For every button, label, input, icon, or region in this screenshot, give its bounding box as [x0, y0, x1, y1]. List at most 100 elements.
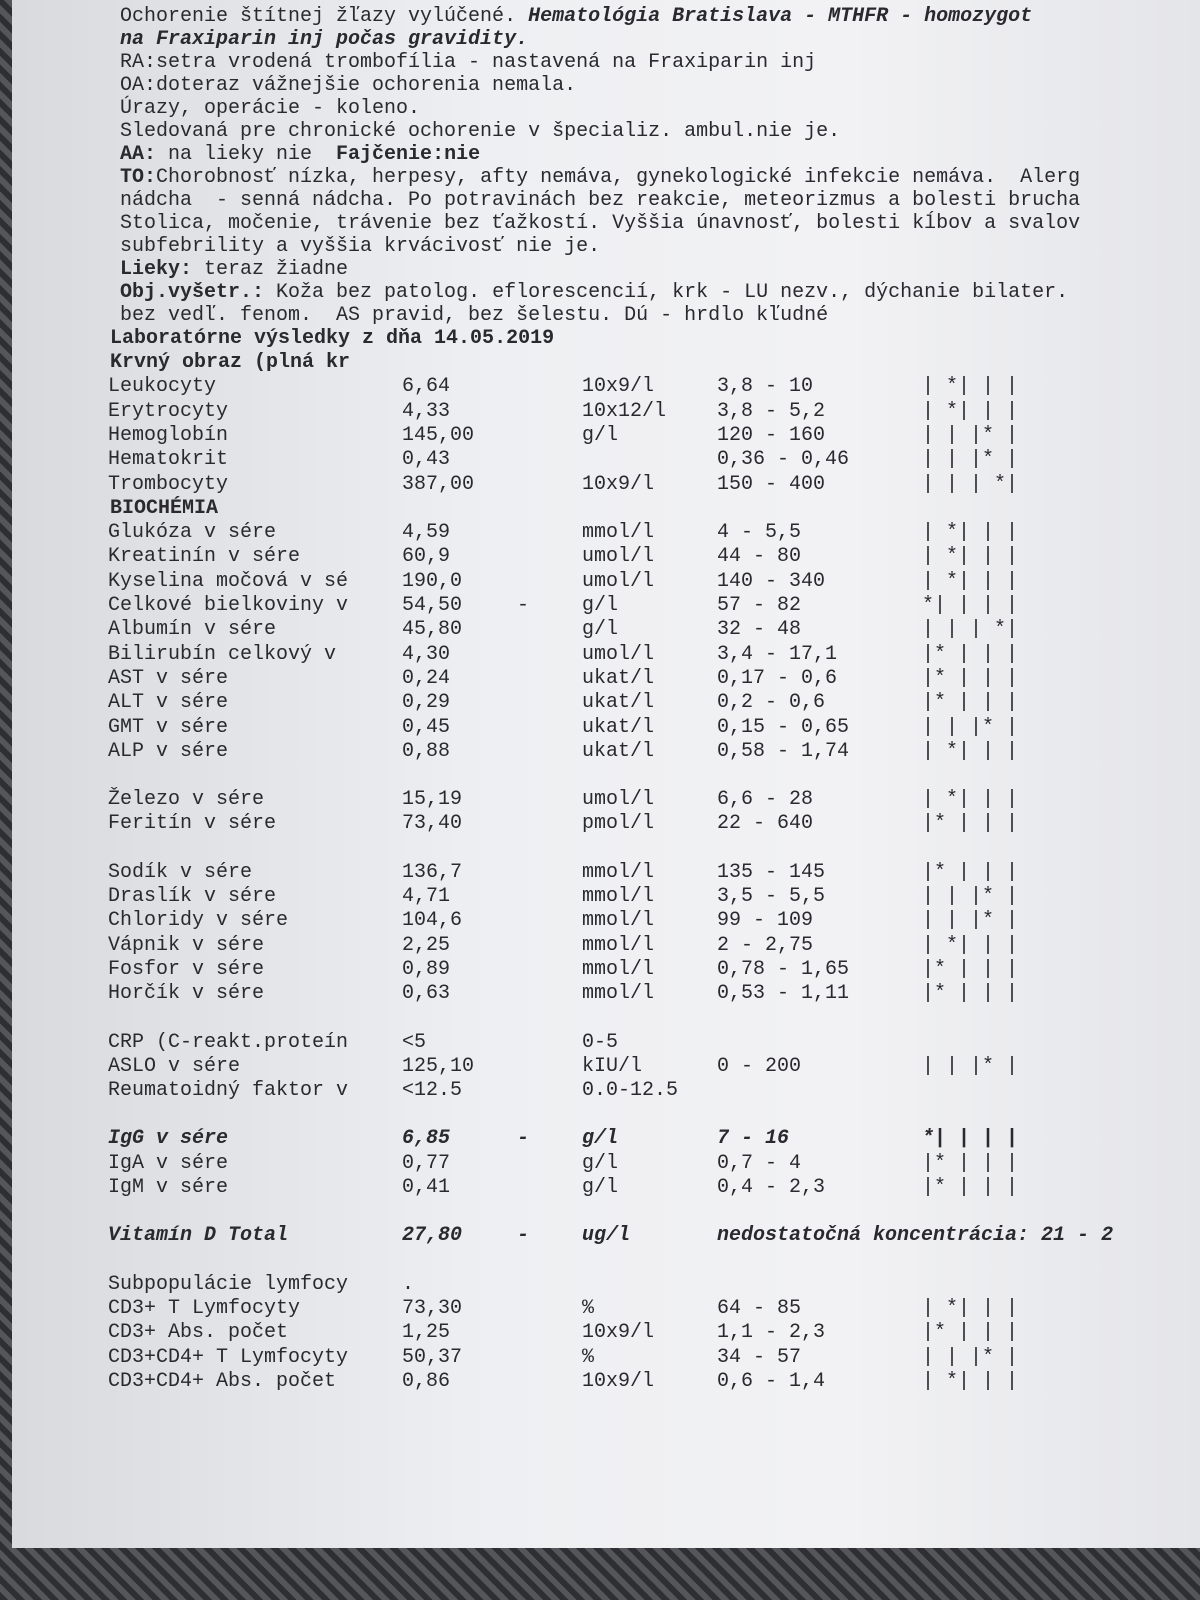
lab-name: Celkové bielkoviny v: [108, 594, 349, 617]
lab-name: Albumín v sére: [108, 618, 277, 642]
lab-scale: | *| | |: [922, 739, 1019, 763]
lab-scale: | | |* |: [922, 1054, 1019, 1078]
lab-name: IgM v sére: [108, 1176, 229, 1199]
lab-unit: %: [582, 1296, 595, 1320]
lab-unit: mmol/l: [582, 982, 655, 1006]
lab-range: 0,53 - 1,11: [717, 982, 850, 1006]
lab-value: 0,41: [402, 1176, 451, 1199]
lab-scale: |* | | |: [922, 666, 1019, 690]
lab-range: 135 - 145: [717, 860, 826, 884]
text-segment: Stolica, močenie, trávenie bez ťažkostí.…: [120, 212, 1081, 235]
lab-value: 136,7: [402, 860, 463, 884]
text-segment: Fajčenie:nie: [336, 143, 481, 166]
section-heading: BIOCHÉMIA: [110, 496, 219, 520]
text-segment: bez vedľ. fenom. AS pravid, bez šelestu.…: [120, 304, 829, 327]
lab-unit: mmol/l: [582, 957, 655, 981]
lab-range: 1,1 - 2,3: [717, 1321, 826, 1345]
lab-name: Chloridy v sére: [108, 909, 289, 933]
text-segment: Úrazy, operácie - koleno.: [120, 97, 421, 120]
anamnesis-line: Úrazy, operácie - koleno.: [120, 98, 420, 120]
lab-unit: mmol/l: [582, 860, 655, 884]
lab-scale: | *| | |: [922, 399, 1019, 423]
lab-value: 54,50: [402, 594, 463, 617]
lab-range: 0,2 - 0,6: [717, 691, 826, 715]
lab-unit: ukat/l: [582, 739, 655, 763]
lab-scale: | *| | |: [922, 933, 1019, 957]
lab-title: Laboratórne výsledky z dňa 14.05.2019: [110, 327, 555, 350]
lab-value: 104,6: [402, 909, 463, 933]
anamnesis-line: na Fraxiparin inj počas gravidity.: [120, 29, 528, 51]
lab-name: Leukocyty: [108, 375, 217, 399]
lab-name: AST v sére: [108, 666, 229, 690]
lab-name: Reumatoidný faktor v: [108, 1079, 349, 1103]
lab-value: .: [402, 1272, 415, 1296]
anamnesis-line: Ochorenie štítnej žľazy vylúčené. Hemato…: [120, 6, 1032, 28]
lab-unit: 10x9/l: [582, 1321, 655, 1345]
lab-name: Sodík v sére: [108, 860, 253, 884]
text-segment: teraz žiadne: [192, 258, 349, 281]
lab-name: CD3+ Abs. počet: [108, 1321, 289, 1345]
anamnesis-line: bez vedľ. fenom. AS pravid, bez šelestu.…: [120, 305, 828, 327]
lab-scale: | *| | |: [922, 1369, 1019, 1393]
lab-unit: ukat/l: [582, 691, 655, 715]
lab-value: 190,0: [402, 569, 463, 593]
lab-name: IgA v sére: [108, 1151, 229, 1175]
lab-scale: | | |* |: [922, 423, 1019, 447]
lab-range: 99 - 109: [717, 909, 814, 933]
lab-unit: ukat/l: [582, 715, 655, 739]
text-segment: Sledovaná pre chronické ochorenie v špec…: [120, 120, 841, 143]
lab-value: 4,33: [402, 399, 451, 423]
lab-range: 0,7 - 4: [717, 1151, 802, 1175]
lab-value: 4,30: [402, 642, 451, 666]
lab-scale: | *| | |: [922, 375, 1019, 399]
lab-unit: g/l: [582, 1151, 619, 1175]
lab-value: 0,24: [402, 666, 451, 690]
lab-range: 120 - 160: [717, 423, 826, 447]
lab-value: 0,89: [402, 957, 451, 981]
anamnesis-line: Obj.vyšetr.: Koža bez patolog. efloresce…: [120, 282, 1068, 304]
lab-unit: ukat/l: [582, 666, 655, 690]
lab-range: 0,58 - 1,74: [717, 739, 850, 763]
lab-scale: | | | *|: [922, 618, 1019, 642]
lab-scale: | *| | |: [922, 545, 1019, 569]
anamnesis-line: nádcha - senná nádcha. Po potravinách be…: [120, 190, 1080, 212]
text-segment: Obj.vyšetr.:: [120, 281, 265, 304]
lab-range: 57 - 82: [717, 594, 802, 617]
lab-unit: mmol/l: [582, 909, 655, 933]
lab-range: 0,4 - 2,3: [717, 1176, 826, 1199]
lab-scale: |* | | |: [922, 982, 1019, 1006]
text-segment: Ochorenie štítnej žľazy vylúčené.: [120, 5, 529, 28]
lab-scale: |* | | |: [922, 860, 1019, 884]
lab-value: 387,00: [402, 472, 475, 496]
lab-value: 0,86: [402, 1369, 451, 1393]
text-segment: Chorobnosť nízka, herpesy, afty nemáva, …: [156, 166, 1081, 189]
lab-range: 3,4 - 17,1: [717, 642, 838, 666]
lab-value: 0,29: [402, 691, 451, 715]
lab-value: 27,80: [402, 1224, 463, 1248]
lab-name: Feritín v sére: [108, 812, 277, 836]
anamnesis-line: AA: na lieky nie Fajčenie:nie: [120, 144, 480, 166]
anamnesis-line: subfebrility a vyššia krvácivosť nie je.: [120, 236, 600, 258]
lab-scale: | | |* |: [922, 885, 1019, 908]
text-segment: TO:: [120, 166, 157, 189]
lab-name: Železo v sére: [108, 788, 265, 812]
lab-unit: umol/l: [582, 642, 655, 666]
lab-range: 2 - 2,75: [717, 933, 814, 957]
lab-range: 4 - 5,5: [717, 521, 802, 545]
lab-unit: kIU/l: [582, 1054, 643, 1078]
text-segment: subfebrility a vyššia krvácivosť nie je.: [120, 235, 601, 258]
lab-flag: -: [517, 1224, 530, 1248]
lab-scale: | | |* |: [922, 715, 1019, 739]
lab-name: Hemoglobín: [108, 423, 229, 447]
lab-value: 0,88: [402, 739, 451, 763]
lab-value: 15,19: [402, 788, 463, 812]
text-segment: Lieky:: [120, 258, 193, 281]
lab-scale: | *| | |: [922, 1296, 1019, 1320]
lab-unit: g/l: [582, 1127, 619, 1151]
lab-name: Vitamín D Total: [108, 1224, 289, 1248]
text-segment: na Fraxiparin inj počas gravidity.: [120, 28, 529, 51]
lab-range: 3,8 - 10: [717, 375, 814, 399]
lab-name: IgG v sére: [108, 1127, 229, 1151]
lab-value: 45,80: [402, 618, 463, 642]
lab-range: 32 - 48: [717, 618, 802, 642]
